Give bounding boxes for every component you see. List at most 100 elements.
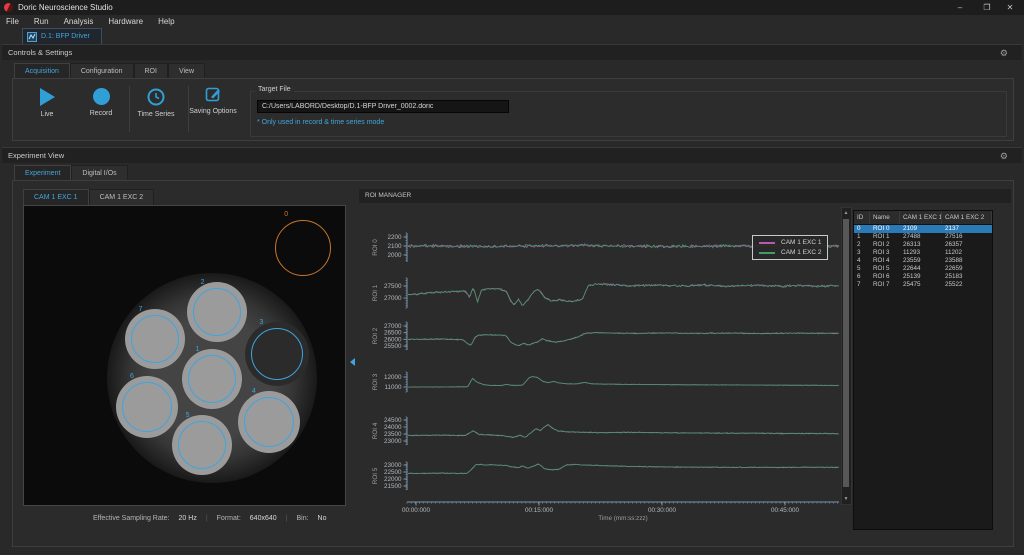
- menu-item-help[interactable]: Help: [158, 17, 174, 26]
- svg-text:ROI 0: ROI 0: [372, 239, 379, 256]
- table-cell: ROI 5: [870, 265, 900, 273]
- roi-number-2: 2: [201, 279, 205, 286]
- play-icon: [40, 88, 55, 106]
- table-row[interactable]: 4ROI 42355923588: [854, 257, 992, 265]
- target-file-input[interactable]: [257, 100, 509, 113]
- table-cell: 2109: [900, 225, 942, 233]
- experiment-view-title: Experiment View: [8, 151, 64, 160]
- column-header[interactable]: CAM 1 EXC 1: [900, 211, 942, 224]
- table-header: IDNameCAM 1 EXC 1CAM 1 EXC 2: [854, 211, 992, 225]
- roi-table[interactable]: IDNameCAM 1 EXC 1CAM 1 EXC 20ROI 0210921…: [853, 210, 993, 530]
- status-label: Format:: [217, 515, 241, 522]
- image-status-bar: Effective Sampling Rate:20 Hz|Format:640…: [93, 515, 326, 522]
- table-row[interactable]: 5ROI 52264422659: [854, 265, 992, 273]
- edit-icon: [205, 86, 222, 103]
- table-cell: 11202: [942, 249, 992, 257]
- table-row[interactable]: 2ROI 22631326357: [854, 241, 992, 249]
- controls-settings-header: Controls & Settings ⚙: [2, 44, 1022, 60]
- live-button[interactable]: Live: [21, 88, 73, 118]
- experiment-view-tabs: ExperimentDigital I/Os: [14, 165, 128, 181]
- camera-image[interactable]: 02731645: [23, 205, 346, 506]
- controls-settings-title: Controls & Settings: [8, 48, 72, 57]
- scroll-up-icon[interactable]: ▲: [842, 209, 850, 217]
- roi-number-0: 0: [284, 211, 288, 218]
- saving-options-label: Saving Options: [189, 108, 236, 117]
- scrollbar-thumb[interactable]: [843, 219, 849, 487]
- table-row[interactable]: 7ROI 72547525522: [854, 281, 992, 289]
- svg-text:ROI 1: ROI 1: [372, 284, 379, 301]
- tab-cam-1-exc-2[interactable]: CAM 1 EXC 2: [89, 189, 155, 205]
- table-cell: 25139: [900, 273, 942, 281]
- splitter-collapse-icon[interactable]: [350, 358, 355, 366]
- svg-text:2000: 2000: [387, 252, 402, 259]
- record-button[interactable]: Record: [75, 88, 127, 117]
- svg-text:00:30:000: 00:30:000: [648, 507, 677, 514]
- minimize-button[interactable]: –: [950, 1, 970, 14]
- table-row[interactable]: 0ROI 021092137: [854, 225, 992, 233]
- table-row[interactable]: 6ROI 62513925183: [854, 273, 992, 281]
- roi-circle-6[interactable]: [122, 382, 172, 432]
- table-cell: ROI 6: [870, 273, 900, 281]
- tab-acquisition[interactable]: Acquisition: [14, 63, 70, 79]
- tab-experiment[interactable]: Experiment: [14, 165, 71, 181]
- roi-circle-5[interactable]: [178, 421, 226, 469]
- svg-text:21500: 21500: [384, 483, 402, 490]
- tab-cam-1-exc-1[interactable]: CAM 1 EXC 1: [23, 189, 89, 205]
- table-cell: 25183: [942, 273, 992, 281]
- roi-circle-4[interactable]: [244, 397, 294, 447]
- svg-text:ROI 5: ROI 5: [372, 467, 379, 484]
- roi-circle-1[interactable]: [188, 355, 236, 403]
- svg-text:25500: 25500: [384, 343, 402, 350]
- column-header[interactable]: CAM 1 EXC 2: [942, 211, 992, 224]
- roi-number-3: 3: [259, 319, 263, 326]
- menu-item-hardware[interactable]: Hardware: [108, 17, 143, 26]
- camera-tabs: CAM 1 EXC 1CAM 1 EXC 2: [23, 189, 154, 205]
- menu-item-analysis[interactable]: Analysis: [64, 17, 94, 26]
- close-button[interactable]: ✕: [1000, 1, 1020, 14]
- svg-text:ROI 2: ROI 2: [372, 327, 379, 344]
- status-label: Bin:: [296, 515, 308, 522]
- roi-circle-7[interactable]: [131, 315, 179, 363]
- tab-view[interactable]: View: [168, 63, 205, 79]
- menu-item-file[interactable]: File: [6, 17, 19, 26]
- legend-label: CAM 1 EXC 2: [781, 249, 821, 256]
- column-header[interactable]: Name: [870, 211, 900, 224]
- roi-circle-0[interactable]: [275, 220, 331, 276]
- table-cell: ROI 7: [870, 281, 900, 289]
- gear-icon[interactable]: ⚙: [1000, 151, 1008, 161]
- tab-roi[interactable]: ROI: [134, 63, 168, 79]
- table-row[interactable]: 1ROI 12748827516: [854, 233, 992, 241]
- scroll-down-icon[interactable]: ▼: [842, 495, 850, 503]
- svg-text:22000: 22000: [384, 476, 402, 483]
- maximize-button[interactable]: ❐: [977, 1, 997, 14]
- svg-text:11000: 11000: [384, 384, 402, 391]
- acquisition-panel: Live Record Time Series Saving Options T…: [12, 78, 1014, 141]
- roi-number-5: 5: [186, 412, 190, 419]
- svg-text:24000: 24000: [384, 424, 402, 431]
- tab-configuration[interactable]: Configuration: [70, 63, 134, 79]
- legend-line: [759, 252, 775, 254]
- legend-line: [759, 242, 775, 244]
- menu-item-run[interactable]: Run: [34, 17, 49, 26]
- target-file-note: * Only used in record & time series mode: [257, 119, 384, 126]
- column-header[interactable]: ID: [854, 211, 870, 224]
- svg-text:12000: 12000: [384, 374, 402, 381]
- plot-scrollbar[interactable]: ▲ ▼: [841, 207, 852, 505]
- table-cell: ROI 2: [870, 241, 900, 249]
- saving-options-button[interactable]: Saving Options: [189, 86, 237, 117]
- tab-digital-i-os[interactable]: Digital I/Os: [71, 165, 127, 181]
- tab-bfp-driver[interactable]: D.1: BFP Driver: [22, 28, 102, 44]
- table-row[interactable]: 3ROI 31129311202: [854, 249, 992, 257]
- gear-icon[interactable]: ⚙: [1000, 48, 1008, 58]
- table-cell: 2: [854, 241, 870, 249]
- time-series-button[interactable]: Time Series: [130, 88, 182, 118]
- legend-item: CAM 1 EXC 1: [759, 239, 821, 246]
- live-label: Live: [41, 111, 54, 118]
- table-cell: 6: [854, 273, 870, 281]
- app-logo-icon: [4, 3, 13, 12]
- svg-text:27500: 27500: [384, 283, 402, 290]
- roi-circle-3[interactable]: [251, 328, 303, 380]
- roi-circle-2[interactable]: [193, 288, 241, 336]
- table-cell: ROI 4: [870, 257, 900, 265]
- table-cell: 22659: [942, 265, 992, 273]
